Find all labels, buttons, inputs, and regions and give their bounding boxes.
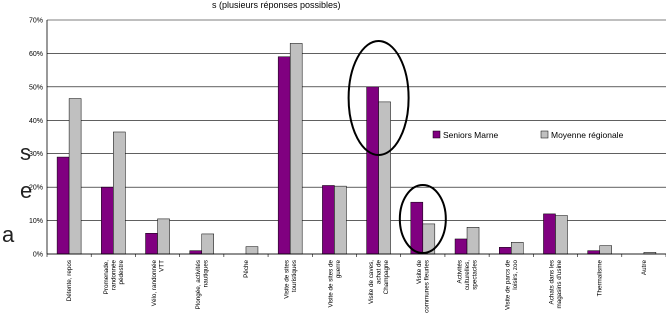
side-overflow-text: sea (2, 140, 32, 247)
y-tick-label: 10% (29, 218, 43, 225)
category-label: nautiques (203, 260, 210, 287)
category-label: Achats dans les (549, 260, 556, 304)
bar-seniors-marne (454, 238, 468, 255)
category-label: VTT (158, 260, 165, 272)
category-label: Pêche (243, 260, 250, 278)
bar-moyenne-regionale (511, 242, 524, 255)
legend-swatch (540, 130, 549, 139)
bar-moyenne-regionale (245, 246, 259, 255)
bar-moyenne-regionale (555, 215, 568, 255)
side-text-fragment: a (2, 222, 15, 247)
category-label: culturelles, (464, 260, 471, 290)
category-label: loisirs, zoo (512, 260, 519, 290)
bar-moyenne-regionale (378, 101, 391, 255)
bar-seniors-marne (101, 186, 114, 255)
annotations (347, 40, 447, 254)
category-label: pédestre (118, 260, 125, 285)
bar-moyenne-regionale (113, 131, 126, 255)
bar-moyenne-regionale (289, 43, 303, 255)
y-tick-label: 20% (29, 185, 43, 192)
bar-seniors-marne (410, 201, 424, 255)
side-text-fragment: e (20, 178, 32, 203)
category-label: randonnée (110, 260, 117, 291)
category-label: Visite de sites de (328, 260, 335, 308)
bar-seniors-marne (56, 156, 70, 255)
category-label: Visite de caves, (368, 260, 375, 304)
y-tick-label: 50% (29, 84, 43, 91)
bars (56, 43, 657, 255)
side-text-fragment: s (20, 140, 31, 165)
y-tick-label: 0% (33, 252, 43, 259)
category-label: Visite de (416, 260, 423, 285)
axes (46, 20, 666, 257)
category-label: Plongée, activités (195, 260, 202, 309)
top-partial-title: s (plusieurs réponses possibles) (212, 0, 341, 10)
gridlines (47, 19, 666, 255)
category-label: spectacles (472, 260, 479, 290)
category-label: Visite de sites (283, 260, 290, 299)
category-label: touristiques (291, 260, 298, 292)
category-label: communes fleuries (424, 260, 431, 313)
y-axis-ticks: 0% 10% 20% 30% 40% 50% 60% 70% (29, 18, 43, 259)
y-tick-label: 60% (29, 51, 43, 58)
bar-seniors-marne (543, 213, 556, 255)
bar-moyenne-regionale (466, 227, 480, 255)
bar-seniors-marne (587, 250, 600, 255)
category-labels: Détente, repos Promenade, randonnée pédestr… (66, 260, 648, 313)
category-label: Thermalisme (597, 260, 604, 297)
category-label: Détente, repos (66, 260, 73, 301)
bar-seniors-marne (499, 247, 512, 255)
category-label: magasins d'usine (556, 260, 563, 309)
legend-label: Moyenne régionale (551, 130, 624, 140)
bar-moyenne-regionale (599, 245, 612, 255)
legend: Seniors Marne Moyenne régionale (432, 130, 624, 140)
bar-seniors-marne (322, 185, 335, 255)
category-label: Autre (641, 260, 648, 276)
y-tick-label: 70% (29, 18, 43, 25)
y-tick-label: 40% (29, 118, 43, 125)
bar-seniors-marne (189, 250, 202, 255)
bar-seniors-marne (145, 233, 158, 255)
legend-label: Seniors Marne (443, 130, 499, 140)
highlight-ellipse (347, 40, 410, 156)
category-label: Activités (457, 260, 464, 283)
category-label: Promenade, (103, 260, 110, 295)
bar-moyenne-regionale (201, 233, 214, 255)
bar-moyenne-regionale (68, 98, 82, 255)
legend-swatch (432, 130, 441, 139)
category-label: Visite de parcs de (505, 260, 512, 310)
bar-moyenne-regionale (157, 218, 170, 255)
bar-seniors-marne (277, 56, 291, 255)
category-label: Champagne (383, 260, 390, 295)
bar-seniors-marne (366, 86, 379, 255)
y-tick-label: 30% (29, 151, 43, 158)
category-label: Vélo, randonnée (151, 260, 158, 307)
category-label: guerre (335, 260, 342, 279)
highlight-ellipse (398, 184, 447, 254)
category-label: achat de (376, 260, 383, 285)
bar-moyenne-regionale (334, 185, 347, 255)
